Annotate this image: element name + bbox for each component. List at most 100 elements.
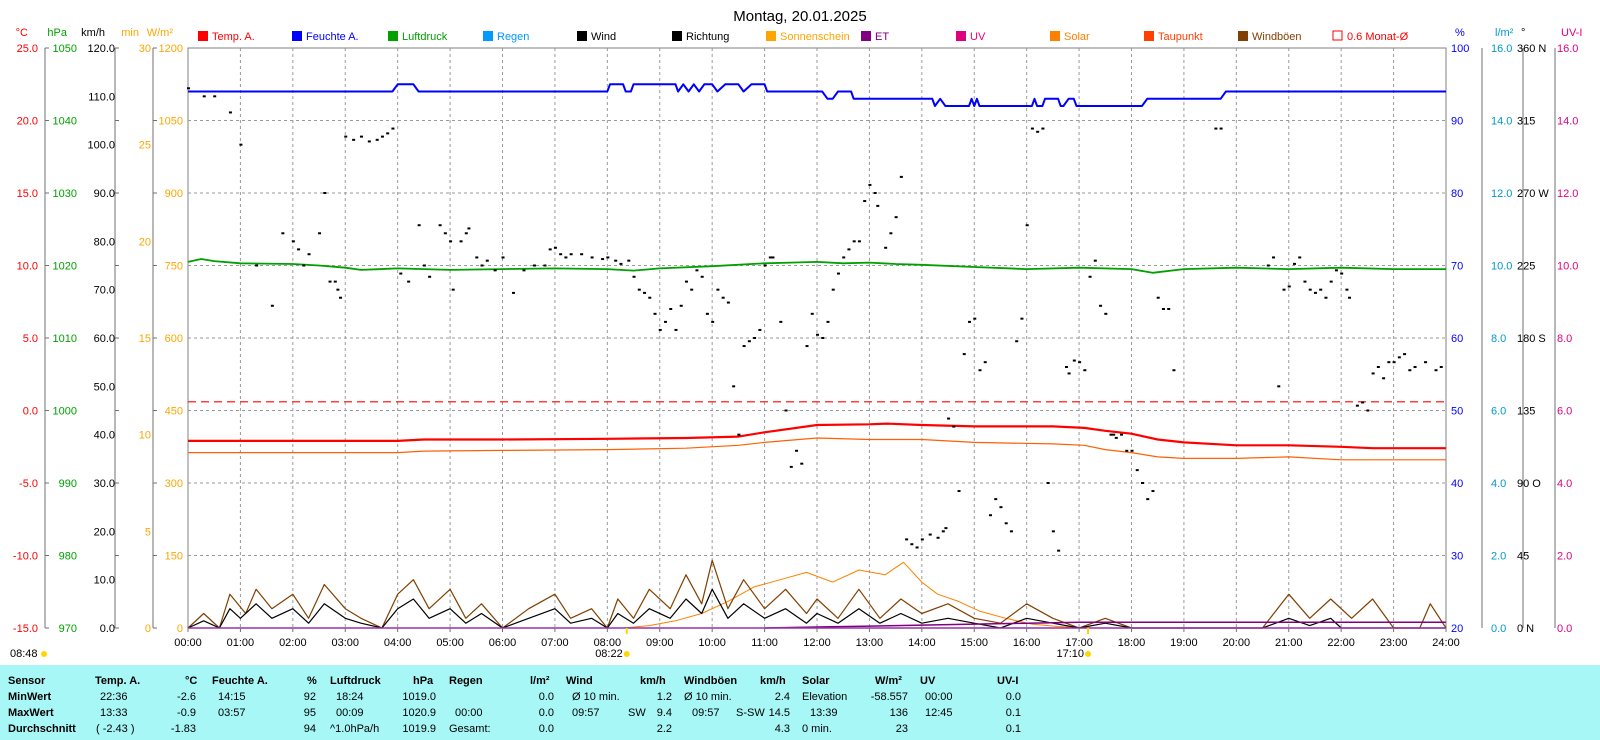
feuchte-min-value: 92 — [303, 691, 316, 703]
x-tick-label: 23:00 — [1380, 637, 1408, 649]
luftdruck-max-time: 00:09 — [336, 707, 364, 719]
direction-point — [742, 345, 746, 348]
left-axes: °C 25.0 20.0 15.0 10.0 5.0 0.0 -5.0 -10.0 -15.0 hP… — [13, 27, 189, 635]
series-line — [187, 258, 1446, 274]
direction-point — [1345, 288, 1349, 291]
axis-tick-label: 70 — [1451, 261, 1463, 273]
table-unit-wind: km/h — [640, 675, 666, 687]
direction-point — [805, 345, 809, 348]
axis-tick-label: 90 O — [1517, 478, 1541, 490]
direction-point — [1403, 353, 1407, 356]
x-tick-label: 07:00 — [541, 637, 569, 649]
direction-point — [1015, 340, 1019, 343]
axis-tick-label: 30.0 — [94, 478, 115, 490]
direction-point — [580, 253, 584, 256]
direction-point — [328, 280, 332, 283]
direction-point — [318, 232, 322, 235]
x-tick-label: 06:00 — [489, 637, 517, 649]
direction-point — [359, 135, 363, 138]
axis-tick-label: 10.0 — [1557, 261, 1578, 273]
direction-point — [873, 192, 877, 194]
direction-point — [1413, 366, 1417, 368]
axis-unit-label: W/m² — [147, 27, 174, 39]
legend-label: Luftdruck — [402, 31, 448, 43]
axis-tick-label: 2.0 — [1491, 551, 1506, 563]
boeen-max-value: 14.5 — [768, 707, 790, 719]
axis-tick-label: 60.0 — [94, 333, 115, 345]
temp-min-time: 22:36 — [100, 691, 128, 703]
direction-point — [1219, 127, 1223, 130]
direction-point — [187, 87, 190, 90]
axis-tick-label: 80.0 — [94, 236, 115, 248]
direction-point — [1072, 359, 1076, 362]
direction-point — [763, 264, 767, 267]
time-marker-label: 08:22 — [595, 648, 623, 660]
temp-max-value: -0.9 — [177, 707, 196, 719]
axis-tick-label: 40 — [1451, 478, 1463, 490]
table-header-regen: Regen — [449, 675, 483, 687]
right-axes: % 100 90 80 70 60 50 40 30 20 l/m² 16.0 14.0 12.0 10.0… — [1451, 27, 1582, 635]
axis-tick-label: 20.0 — [94, 526, 115, 538]
direction-point — [1151, 490, 1155, 493]
temp-avg-value: -1.83 — [170, 723, 196, 735]
direction-point — [1057, 549, 1061, 552]
x-tick-label: 19:00 — [1170, 637, 1198, 649]
legend-swatch — [198, 31, 208, 41]
axis-unit-label: l/m² — [1495, 27, 1514, 39]
wind-avg-value: 2.2 — [656, 723, 672, 735]
direction-point — [601, 258, 605, 261]
axis-tick-label: 20 — [139, 236, 151, 248]
axis-tick-label: 30 — [1451, 551, 1463, 563]
direction-point — [281, 232, 285, 235]
direction-point — [968, 320, 972, 323]
axis-tick-label: 1000 — [53, 406, 77, 418]
axis-tick-label: 990 — [59, 478, 77, 490]
direction-point — [475, 256, 479, 259]
uv-min-time: 00:00 — [925, 691, 953, 703]
axis-tick-label: 70.0 — [94, 285, 115, 297]
direction-point — [367, 140, 371, 143]
direction-point — [800, 462, 804, 465]
direction-point — [1387, 361, 1391, 364]
direction-point — [449, 240, 453, 243]
table-header-feuchte: Feuchte A. — [212, 675, 268, 687]
x-tick-label: 13:00 — [856, 637, 884, 649]
direction-point — [962, 353, 966, 356]
axis-tick-label: 80 — [1451, 188, 1463, 200]
direction-point — [695, 269, 699, 272]
x-tick-label: 08:00 — [594, 637, 622, 649]
x-tick-label: 02:00 — [279, 637, 307, 649]
legend-swatch — [672, 31, 682, 41]
wind-max-value: 9.4 — [656, 707, 672, 719]
x-tick-label: 21:00 — [1275, 637, 1303, 649]
table-header-boeen: Windböen — [684, 675, 738, 687]
series-line — [188, 437, 1446, 461]
direction-point — [1030, 127, 1034, 130]
direction-point — [569, 253, 573, 256]
direction-point — [1125, 449, 1129, 452]
series-line — [188, 422, 1446, 450]
table-unit-regen: l/m² — [530, 675, 550, 687]
axis-tick-label: 135 — [1517, 406, 1535, 418]
direction-point — [459, 240, 463, 243]
axis-tick-label: 10.0 — [1491, 261, 1512, 273]
direction-point — [467, 227, 471, 230]
direction-point — [1313, 291, 1317, 294]
direction-point — [789, 465, 793, 468]
feuchte-avg-value: 94 — [303, 723, 316, 735]
direction-point — [1424, 361, 1428, 364]
direction-point — [1408, 369, 1412, 372]
direction-point — [910, 543, 914, 546]
axis-tick-label: 225 — [1517, 261, 1535, 273]
x-tick-label: 20:00 — [1223, 637, 1251, 649]
axis-tick-label: 450 — [165, 406, 183, 418]
direction-point — [876, 204, 880, 207]
direction-point — [1088, 275, 1092, 278]
axis-tick-label: 4.0 — [1557, 478, 1572, 490]
axis-tick-label: 15.0 — [17, 188, 38, 200]
axis-tick-label: 0 N — [1517, 623, 1534, 635]
x-tick-label: 14:00 — [908, 637, 936, 649]
axis-tick-label: 0 — [145, 623, 151, 635]
direction-point — [1025, 224, 1029, 227]
direction-point — [1161, 308, 1165, 310]
